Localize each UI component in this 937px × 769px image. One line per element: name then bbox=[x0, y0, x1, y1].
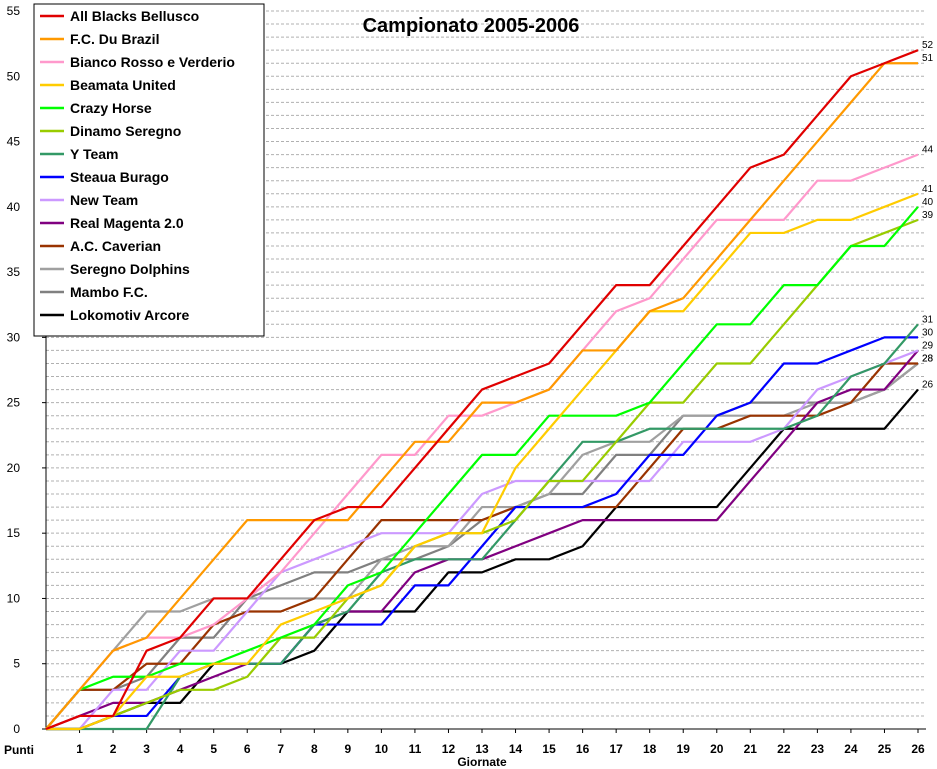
x-tick-label: 22 bbox=[777, 742, 791, 756]
y-tick-label: 5 bbox=[13, 657, 20, 671]
y-tick-label: 45 bbox=[7, 135, 21, 149]
legend-entry: Lokomotiv Arcore bbox=[70, 307, 189, 323]
x-tick-label: 24 bbox=[844, 742, 858, 756]
series-line bbox=[45, 49, 919, 731]
x-tick-label: 8 bbox=[311, 742, 318, 756]
legend-box bbox=[33, 3, 265, 337]
x-tick-label: 21 bbox=[744, 742, 758, 756]
legend-entry: Seregno Dolphins bbox=[70, 261, 190, 277]
legend-entry: All Blacks Bellusco bbox=[70, 8, 199, 24]
y-tick-label: 15 bbox=[7, 526, 21, 540]
end-value-label: 51 bbox=[922, 53, 934, 64]
y-axis-label: Punti bbox=[4, 743, 34, 757]
y-axis-ticks: 0 5 10 15 20 25 30 35 40 45 50 55 bbox=[7, 4, 46, 736]
x-tick-label: 23 bbox=[811, 742, 825, 756]
series-line bbox=[46, 192, 919, 731]
y-tick-label: 25 bbox=[7, 396, 21, 410]
legend-entry: Real Magenta 2.0 bbox=[70, 215, 184, 231]
x-tick-label: 14 bbox=[509, 742, 523, 756]
x-tick-label: 15 bbox=[542, 742, 556, 756]
x-tick-label: 20 bbox=[710, 742, 724, 756]
series-line bbox=[45, 206, 919, 730]
x-axis-ticks: 1 2 3 4 5 6 7 8 9 10 11 12 13 14 15 16 17 18 19 20 21 22 23 24 2… bbox=[76, 729, 925, 756]
end-value-label: 29 bbox=[922, 340, 934, 351]
y-tick-label: 40 bbox=[7, 200, 21, 214]
x-tick-label: 6 bbox=[244, 742, 251, 756]
series-line bbox=[45, 62, 918, 730]
x-tick-label: 16 bbox=[576, 742, 590, 756]
series-line bbox=[46, 349, 919, 731]
x-tick-label: 19 bbox=[677, 742, 691, 756]
x-tick-label: 4 bbox=[177, 742, 184, 756]
legend-entry: Dinamo Seregno bbox=[70, 123, 181, 139]
x-axis-label: Giornate bbox=[457, 755, 507, 769]
y-tick-label: 0 bbox=[13, 722, 20, 736]
y-tick-label: 55 bbox=[7, 4, 21, 18]
x-tick-label: 18 bbox=[643, 742, 657, 756]
legend-entry: Bianco Rosso e Verderio bbox=[70, 54, 235, 70]
series-line bbox=[45, 153, 919, 730]
end-value-label: 40 bbox=[922, 197, 934, 208]
legend-entry: New Team bbox=[70, 192, 138, 208]
x-tick-label: 1 bbox=[76, 742, 83, 756]
y-tick-label: 30 bbox=[7, 330, 21, 344]
legend-entry: A.C. Caverian bbox=[70, 238, 161, 254]
x-tick-label: 7 bbox=[277, 742, 284, 756]
end-value-label: 26 bbox=[922, 380, 934, 391]
chart-title: Campionato 2005-2006 bbox=[363, 15, 580, 37]
end-value-label: 28 bbox=[922, 353, 934, 364]
x-tick-label: 26 bbox=[911, 742, 925, 756]
end-value-label: 31 bbox=[922, 314, 934, 325]
x-tick-label: 17 bbox=[609, 742, 623, 756]
x-tick-label: 10 bbox=[375, 742, 389, 756]
end-value-label: 52 bbox=[922, 40, 934, 51]
end-value-label: 28 bbox=[922, 353, 934, 364]
x-tick-label: 25 bbox=[878, 742, 892, 756]
x-tick-label: 2 bbox=[110, 742, 117, 756]
legend-entry: Beamata United bbox=[70, 77, 176, 93]
y-tick-label: 10 bbox=[7, 591, 21, 605]
x-tick-label: 5 bbox=[210, 742, 217, 756]
x-tick-label: 9 bbox=[345, 742, 352, 756]
legend-entry: Y Team bbox=[70, 146, 119, 162]
x-tick-label: 11 bbox=[409, 742, 422, 756]
end-value-label: 41 bbox=[922, 184, 934, 195]
end-value-label: 44 bbox=[922, 145, 934, 156]
x-tick-label: 12 bbox=[442, 742, 456, 756]
y-tick-label: 20 bbox=[7, 461, 21, 475]
y-tick-label: 35 bbox=[7, 265, 21, 279]
series-lines bbox=[45, 49, 919, 731]
legend: All Blacks Bellusco F.C. Du Brazil Bianco … bbox=[33, 3, 265, 337]
legend-entry: Mambo F.C. bbox=[70, 284, 148, 300]
x-tick-label: 13 bbox=[475, 742, 489, 756]
legend-entry: Steaua Burago bbox=[70, 169, 169, 185]
y-tick-label: 50 bbox=[7, 69, 21, 83]
end-value-label: 39 bbox=[922, 210, 934, 221]
legend-entry: Crazy Horse bbox=[70, 100, 152, 116]
x-tick-label: 3 bbox=[143, 742, 150, 756]
legend-entry: F.C. Du Brazil bbox=[70, 31, 159, 47]
end-value-label: 30 bbox=[922, 327, 934, 338]
